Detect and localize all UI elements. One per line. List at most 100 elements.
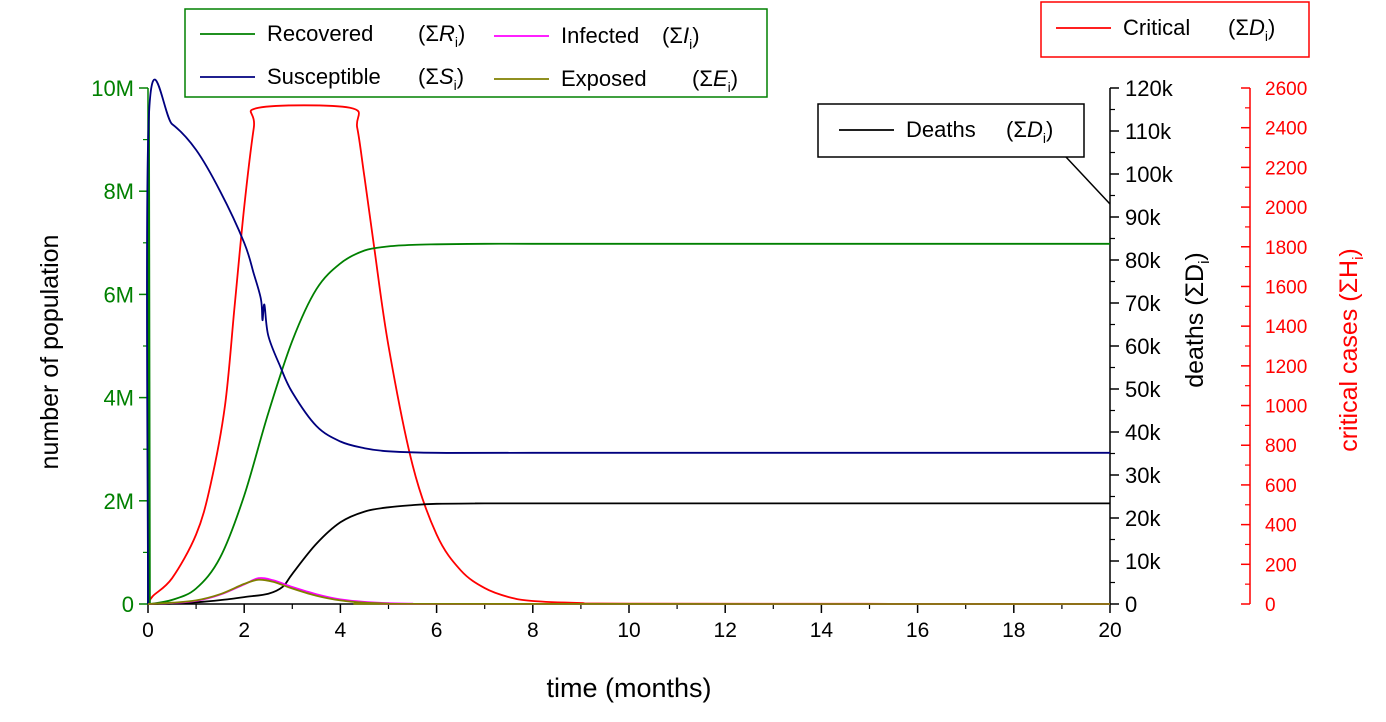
deaths-tick-label: 110k [1125,119,1172,144]
left-tick-label: 10M [91,76,134,101]
critical-axis-title-main: critical cases (ΣH [1335,260,1363,452]
critical-tick-label: 2200 [1265,158,1307,179]
x-tick-label: 12 [714,619,737,642]
legend-infected-symbol-close: ) [692,23,699,48]
axes-layer: 0 2 4 6 8 10 12 14 16 18 20 time (months) 0 2M 4M 6M 8M 1… [36,76,1367,703]
series-line-critical [147,104,1111,605]
deaths-tick-label: 120k [1125,76,1174,101]
legend-deaths-symbol-letter: D [1027,117,1043,142]
critical-tick-label: 1000 [1265,397,1307,418]
x-tick-label: 8 [527,619,539,642]
deaths-tick-label: 0 [1125,592,1137,617]
legend-layer: Recovered (ΣRi) Infected (ΣIi)Susceptible (Σ… [184,1,1310,205]
deaths-legend-leader [1065,156,1111,205]
legend-critical-symbol-sub: i [1265,28,1268,44]
legend-deaths-symbol-open: (Σ [1006,117,1027,142]
series-layer [146,78,1111,605]
legend-infected-label: Infected [561,23,639,48]
legend-exposed-symbol-letter: E [713,66,728,91]
legend-exposed-symbol-sub: i [728,79,731,95]
deaths-tick-label: 40k [1125,420,1161,445]
series-line-deaths [147,502,1110,605]
critical-axis-title-sub: i [1350,257,1367,260]
critical-tick-label: 1600 [1265,277,1307,298]
critical-tick-label: 1200 [1265,357,1307,378]
critical-tick-label: 2400 [1265,119,1307,140]
critical-tick-label: 2600 [1265,79,1307,100]
legend-critical-symbol-open: (Σ [1228,15,1249,40]
series-line-susceptible [146,78,1110,605]
deaths-tick-label: 20k [1125,506,1161,531]
legend-recovered-symbol: (ΣRi) [418,21,465,50]
legend-recovered-symbol-letter: R [439,21,455,46]
legend-infected-symbol-letter: I [683,23,689,48]
deaths-axis-title: deaths (ΣDi) [1181,252,1213,388]
x-tick-label: 6 [431,619,443,642]
left-tick-label: 0 [122,592,134,617]
legend-recovered-symbol-sub: i [455,34,458,50]
left-tick-label: 2M [103,489,134,514]
critical-axis-title-end: ) [1335,248,1363,256]
legend-exposed-symbol-close: ) [731,66,738,91]
legend-infected-symbol: (ΣIi) [662,23,700,52]
legend-critical-symbol-letter: D [1249,15,1265,40]
legend-infected-symbol-sub: i [689,36,692,52]
critical-tick-label: 2000 [1265,198,1307,219]
series-line-infected [147,577,1110,605]
series-line-exposed [147,578,1111,605]
deaths-tick-label: 50k [1125,377,1161,402]
x-tick-label: 16 [906,619,929,642]
left-tick-label: 4M [103,386,134,411]
legend-deaths-symbol-close: ) [1046,117,1053,142]
legend-infected-symbol-open: (Σ [662,23,683,48]
legend-critical-symbol: (ΣDi) [1228,15,1275,44]
critical-tick-label: 600 [1265,476,1297,497]
legend-critical-label: Critical [1123,15,1190,40]
critical-axis-title: critical cases (ΣHi) [1335,248,1367,452]
deaths-axis-title-end: ) [1181,252,1209,260]
critical-legend-box [1040,1,1310,58]
legend-deaths-symbol-sub: i [1043,130,1046,146]
deaths-tick-label: 30k [1125,463,1161,488]
main-legend-box [184,8,768,98]
left-tick-label: 8M [103,179,134,204]
critical-tick-label: 1400 [1265,317,1307,338]
critical-tick-label: 200 [1265,555,1297,576]
deaths-axis-title-main: deaths (ΣD [1181,264,1209,388]
deaths-tick-label: 70k [1125,291,1161,316]
deaths-tick-label: 90k [1125,205,1161,230]
series-line-recovered [147,107,1110,605]
left-tick-label: 6M [103,282,134,307]
x-tick-label: 4 [335,619,347,642]
left-axis-title: number of population [36,235,64,470]
legend-susceptible-symbol: (ΣSi) [418,64,464,93]
x-tick-label: 18 [1002,619,1025,642]
x-tick-label: 14 [810,619,834,642]
x-tick-label: 2 [238,619,250,642]
deaths-tick-label: 80k [1125,248,1161,273]
legend-critical-symbol-close: ) [1268,15,1275,40]
legend-susceptible-symbol-letter: S [439,64,454,89]
deaths-tick-label: 60k [1125,334,1161,359]
legend-exposed-label: Exposed [561,66,647,91]
legend-recovered-symbol-open: (Σ [418,21,439,46]
deaths-tick-label: 100k [1125,162,1174,187]
deaths-axis-title-sub: i [1196,261,1213,264]
legend-recovered-symbol-close: ) [458,21,465,46]
legend-susceptible-symbol-close: ) [457,64,464,89]
legend-exposed-symbol-open: (Σ [692,66,713,91]
legend-exposed-symbol: (ΣEi) [692,66,738,95]
critical-tick-label: 0 [1265,595,1276,616]
legend-deaths-label: Deaths [906,117,976,142]
legend-susceptible-label: Susceptible [267,64,381,89]
critical-tick-label: 400 [1265,516,1297,537]
critical-tick-label: 800 [1265,436,1297,457]
x-tick-label: 0 [142,619,154,642]
x-axis-title: time (months) [546,673,711,703]
legend-susceptible-symbol-open: (Σ [418,64,439,89]
legend-recovered-label: Recovered [267,21,373,46]
x-tick-label: 20 [1098,619,1121,642]
legend-deaths-symbol: (ΣDi) [1006,117,1053,146]
critical-tick-label: 1800 [1265,238,1307,259]
